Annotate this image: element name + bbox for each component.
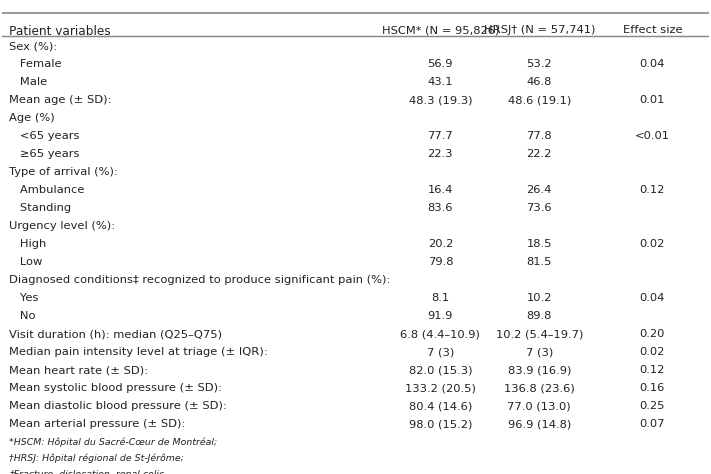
Text: Age (%): Age (%) bbox=[9, 113, 55, 123]
Text: 48.3 (19.3): 48.3 (19.3) bbox=[409, 95, 472, 105]
Text: Mean heart rate (± SD):: Mean heart rate (± SD): bbox=[9, 365, 149, 375]
Text: Effect size: Effect size bbox=[623, 25, 682, 35]
Text: Visit duration (h): median (Q25–Q75): Visit duration (h): median (Q25–Q75) bbox=[9, 329, 223, 339]
Text: 43.1: 43.1 bbox=[427, 77, 453, 87]
Text: Yes: Yes bbox=[9, 293, 38, 303]
Text: Patient variables: Patient variables bbox=[9, 25, 111, 38]
Text: 0.02: 0.02 bbox=[640, 239, 665, 249]
Text: 7 (3): 7 (3) bbox=[427, 347, 454, 357]
Text: <0.01: <0.01 bbox=[635, 131, 670, 141]
Text: Ambulance: Ambulance bbox=[9, 185, 85, 195]
Text: 22.3: 22.3 bbox=[427, 149, 453, 159]
Text: HSCM* (N = 95,826): HSCM* (N = 95,826) bbox=[382, 25, 499, 35]
Text: Mean systolic blood pressure (± SD):: Mean systolic blood pressure (± SD): bbox=[9, 383, 222, 393]
Text: 0.20: 0.20 bbox=[640, 329, 665, 339]
Text: 0.04: 0.04 bbox=[640, 293, 665, 303]
Text: 81.5: 81.5 bbox=[527, 257, 552, 267]
Text: 7 (3): 7 (3) bbox=[525, 347, 553, 357]
Text: 77.7: 77.7 bbox=[427, 131, 453, 141]
Text: 8.1: 8.1 bbox=[432, 293, 449, 303]
Text: Sex (%):: Sex (%): bbox=[9, 41, 58, 51]
Text: Low: Low bbox=[9, 257, 43, 267]
Text: 10.2: 10.2 bbox=[527, 293, 552, 303]
Text: 83.9 (16.9): 83.9 (16.9) bbox=[508, 365, 571, 375]
Text: 77.0 (13.0): 77.0 (13.0) bbox=[508, 401, 571, 411]
Text: 22.2: 22.2 bbox=[527, 149, 552, 159]
Text: 18.5: 18.5 bbox=[527, 239, 552, 249]
Text: 46.8: 46.8 bbox=[527, 77, 552, 87]
Text: 82.0 (15.3): 82.0 (15.3) bbox=[409, 365, 472, 375]
Text: 53.2: 53.2 bbox=[526, 59, 552, 69]
Text: 20.2: 20.2 bbox=[427, 239, 453, 249]
Text: 0.04: 0.04 bbox=[640, 59, 665, 69]
Text: ‡Fracture, dislocation, renal colic.: ‡Fracture, dislocation, renal colic. bbox=[9, 470, 167, 474]
Text: 83.6: 83.6 bbox=[427, 203, 453, 213]
Text: 6.8 (4.4–10.9): 6.8 (4.4–10.9) bbox=[400, 329, 481, 339]
Text: Diagnosed conditions‡ recognized to produce significant pain (%):: Diagnosed conditions‡ recognized to prod… bbox=[9, 275, 390, 285]
Text: High: High bbox=[9, 239, 46, 249]
Text: 98.0 (15.2): 98.0 (15.2) bbox=[409, 419, 472, 429]
Text: 0.12: 0.12 bbox=[640, 185, 665, 195]
Text: 96.9 (14.8): 96.9 (14.8) bbox=[508, 419, 571, 429]
Text: 16.4: 16.4 bbox=[427, 185, 453, 195]
Text: Mean arterial pressure (± SD):: Mean arterial pressure (± SD): bbox=[9, 419, 186, 429]
Text: 56.9: 56.9 bbox=[427, 59, 453, 69]
Text: 77.8: 77.8 bbox=[526, 131, 552, 141]
Text: 136.8 (23.6): 136.8 (23.6) bbox=[504, 383, 574, 393]
Text: Female: Female bbox=[9, 59, 62, 69]
Text: *HSCM: Hôpital du Sacré-Cœur de Montréal;: *HSCM: Hôpital du Sacré-Cœur de Montréal… bbox=[9, 438, 218, 447]
Text: 10.2 (5.4–19.7): 10.2 (5.4–19.7) bbox=[496, 329, 583, 339]
Text: HRSJ† (N = 57,741): HRSJ† (N = 57,741) bbox=[483, 25, 595, 35]
Text: Median pain intensity level at triage (± IQR):: Median pain intensity level at triage (±… bbox=[9, 347, 268, 357]
Text: 0.01: 0.01 bbox=[640, 95, 665, 105]
Text: 133.2 (20.5): 133.2 (20.5) bbox=[405, 383, 476, 393]
Text: 79.8: 79.8 bbox=[427, 257, 453, 267]
Text: 26.4: 26.4 bbox=[527, 185, 552, 195]
Text: <65 years: <65 years bbox=[9, 131, 80, 141]
Text: 73.6: 73.6 bbox=[526, 203, 552, 213]
Text: 0.25: 0.25 bbox=[640, 401, 665, 411]
Text: Type of arrival (%):: Type of arrival (%): bbox=[9, 167, 118, 177]
Text: 0.16: 0.16 bbox=[640, 383, 665, 393]
Text: Urgency level (%):: Urgency level (%): bbox=[9, 221, 115, 231]
Text: 0.02: 0.02 bbox=[640, 347, 665, 357]
Text: †HRSJ: Hôpital régional de St-Jérôme;: †HRSJ: Hôpital régional de St-Jérôme; bbox=[9, 454, 184, 463]
Text: Male: Male bbox=[9, 77, 48, 87]
Text: 0.12: 0.12 bbox=[640, 365, 665, 375]
Text: Standing: Standing bbox=[9, 203, 71, 213]
Text: Mean age (± SD):: Mean age (± SD): bbox=[9, 95, 112, 105]
Text: Mean diastolic blood pressure (± SD):: Mean diastolic blood pressure (± SD): bbox=[9, 401, 227, 411]
Text: No: No bbox=[9, 311, 36, 321]
Text: 48.6 (19.1): 48.6 (19.1) bbox=[508, 95, 571, 105]
Text: 89.8: 89.8 bbox=[527, 311, 552, 321]
Text: 0.07: 0.07 bbox=[640, 419, 665, 429]
Text: ≥65 years: ≥65 years bbox=[9, 149, 80, 159]
Text: 91.9: 91.9 bbox=[427, 311, 453, 321]
Text: 80.4 (14.6): 80.4 (14.6) bbox=[409, 401, 472, 411]
